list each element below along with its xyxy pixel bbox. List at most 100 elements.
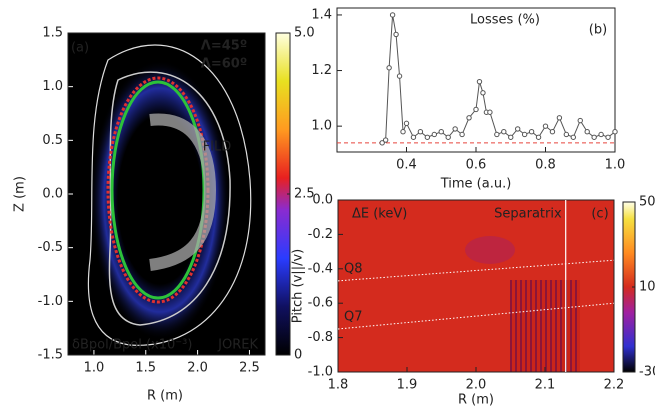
loss-point (379, 140, 385, 146)
loss-point (515, 126, 521, 132)
loss-point (494, 131, 500, 138)
loss-point (598, 131, 604, 138)
field-structure (465, 236, 515, 264)
colorbar-tick-label: 2.5 (294, 187, 315, 202)
loss-point (542, 123, 549, 129)
loss-point (577, 117, 583, 124)
separatrix-label: Separatrix (494, 207, 562, 222)
y-tick-label: -0.2 (308, 227, 333, 242)
x-tick-label: 0.6 (466, 158, 487, 173)
plot-frame (67, 32, 266, 356)
x-tick-label: 2.5 (239, 361, 260, 376)
colorbar-tick-label: 5.0 (294, 26, 315, 41)
y-axis-label: Z (m) (13, 176, 28, 212)
x-tick-label: 2.0 (466, 378, 487, 393)
colorbar-tick-label: -30 (639, 365, 655, 380)
q-line (337, 302, 615, 330)
loss-point (438, 129, 444, 135)
y-tick-label: 0.0 (312, 193, 333, 208)
colorbar-tick-label: 0 (294, 348, 302, 363)
q-label: Q8 (344, 261, 363, 276)
x-axis-label: R (m) (458, 393, 494, 408)
loss-point (612, 129, 618, 135)
annotation: JOREK (217, 338, 258, 353)
x-tick-label: 1.0 (605, 158, 626, 173)
loss-point (459, 131, 465, 138)
x-tick-label: 2.0 (187, 361, 208, 376)
panel-label: (a) (71, 41, 89, 56)
plot-frame (337, 199, 615, 373)
x-tick-label: 0.4 (396, 158, 417, 173)
loss-point (591, 134, 597, 140)
x-tick-label: 1.9 (397, 378, 418, 393)
x-tick-label: 0.8 (535, 158, 556, 173)
loss-point (501, 129, 507, 135)
y-tick-label: -0.4 (308, 261, 333, 276)
y-tick-label: 1.4 (311, 7, 332, 22)
loss-point (605, 134, 611, 140)
y-tick-label: -0.6 (308, 296, 333, 311)
loss-point (466, 115, 472, 121)
y-tick-label: 1.5 (42, 26, 63, 41)
x-axis-label: Time (a.u.) (440, 177, 512, 192)
y-tick-label: -0.5 (38, 240, 63, 255)
chart-title: Losses (%) (470, 13, 540, 28)
panel-label: (b) (589, 23, 607, 38)
y-axis-label: Pitch (v||/v) (291, 249, 306, 323)
loss-point (389, 12, 396, 18)
panel-b: 0.4 0.6 0.8 1.0 1.0 1.2 1.4 Time (a.u.) (b) Losse… (311, 7, 625, 191)
y-tick-label: 0.5 (42, 133, 63, 148)
loss-point (410, 134, 417, 140)
loss-point (396, 73, 403, 79)
loss-point (570, 134, 576, 140)
loss-point (535, 134, 542, 140)
loss-point (487, 109, 493, 115)
orbit-60 (149, 113, 217, 271)
y-tick-label: 1.0 (42, 79, 63, 94)
loss-point (508, 134, 514, 140)
first-wall (87, 44, 252, 346)
loss-point (556, 115, 563, 121)
x-tick-label: 2.1 (535, 378, 556, 393)
field-structure (510, 280, 580, 372)
x-axis-label: R (m) (147, 389, 183, 404)
annotation: Λ=45º (201, 39, 247, 54)
panel-label: (c) (591, 207, 608, 222)
loss-point (431, 131, 437, 138)
loss-point (584, 129, 590, 135)
q-label: Q7 (344, 310, 363, 325)
x-tick-label: 1.8 (328, 378, 349, 393)
panel-a: 1.0 1.5 2.0 2.5 -1.5 -1.0 -0.5 0.0 0.5 1.0 1.5 R (m… (13, 26, 315, 404)
loss-point (445, 134, 451, 140)
y-tick-label: -1.0 (308, 365, 333, 380)
y-tick-label: 1.2 (311, 63, 332, 78)
panel-c: 1.8 1.9 2.0 2.1 2.2 0.0 -0.2 -0.4 -0.6 -0.8 -1.0 R … (291, 193, 655, 408)
loss-line (381, 14, 616, 144)
y-tick-label: 0.0 (42, 187, 63, 202)
y-tick-label: 1.0 (311, 119, 332, 134)
chart-title: ΔE (keV) (352, 207, 407, 222)
loss-point (393, 31, 399, 38)
colorbar-tick-label: 10 (639, 280, 655, 295)
y-tick-label: -0.8 (308, 330, 333, 345)
annotation: δBpol/Bpol (x10⁻³) (72, 338, 192, 353)
q-line (337, 259, 615, 282)
loss-point (417, 129, 424, 135)
loss-point (403, 120, 410, 127)
x-tick-label: 2.2 (604, 378, 625, 393)
loss-point (424, 134, 431, 140)
x-tick-label: 1.5 (135, 361, 156, 376)
y-tick-label: -1.0 (38, 294, 63, 309)
loss-point (480, 90, 486, 96)
loss-point (563, 131, 570, 138)
loss-point (549, 129, 556, 135)
annotation: FILD (203, 140, 232, 155)
loss-point (473, 106, 479, 113)
plot-frame (336, 7, 616, 153)
loss-point (382, 137, 389, 143)
annotation: Λ=60º (201, 57, 247, 72)
loss-point (400, 129, 406, 135)
loss-point (521, 131, 528, 138)
x-tick-label: 1.0 (84, 361, 105, 376)
